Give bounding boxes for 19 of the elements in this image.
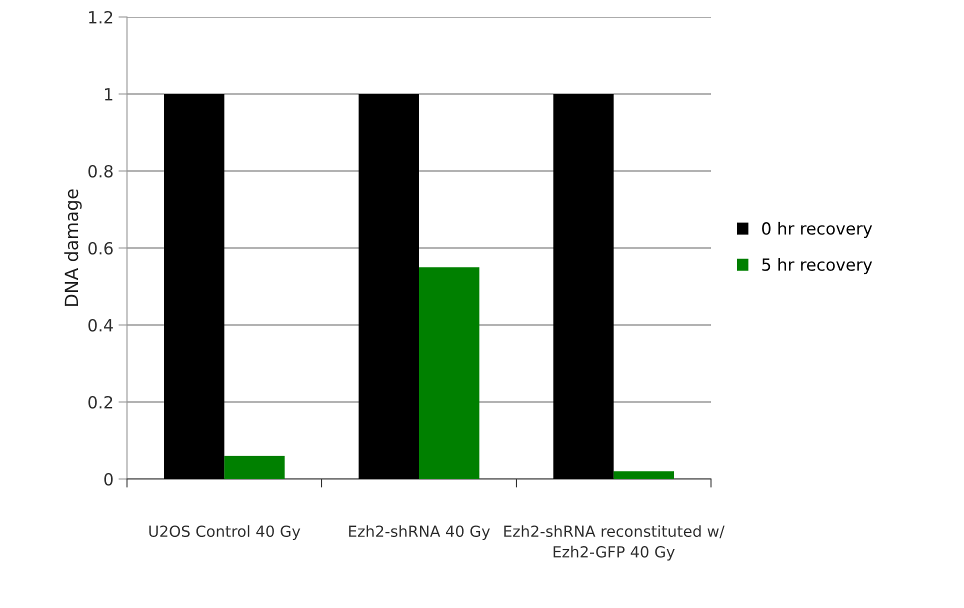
bar xyxy=(224,456,285,479)
y-tick-label: 0.4 xyxy=(88,318,113,332)
bar xyxy=(164,94,224,479)
y-tick-label: 1 xyxy=(105,88,112,100)
legend-label: 0 hr recovery xyxy=(762,222,872,238)
x-tick-label: Ezh2-shRNA reconstituted w/ Ezh2-GFP 40 Gy xyxy=(504,525,725,561)
bar xyxy=(419,267,480,479)
bar xyxy=(553,94,614,479)
y-tick-label: 0 xyxy=(104,472,113,486)
x-tick-label: U2OS Control 40 Gy xyxy=(149,525,300,540)
bar xyxy=(614,471,674,479)
y-tick-label: 0.8 xyxy=(88,164,113,178)
y-tick-label: 1.2 xyxy=(89,10,112,24)
y-tick-label: 0.2 xyxy=(88,396,112,409)
y-tick-label: 0.6 xyxy=(88,242,113,255)
y-axis-title: DNA damage xyxy=(64,189,82,306)
legend-label: 5 hr recovery xyxy=(762,258,872,274)
x-tick-label: Ezh2-shRNA 40 Gy xyxy=(349,525,490,540)
bar xyxy=(358,94,419,479)
